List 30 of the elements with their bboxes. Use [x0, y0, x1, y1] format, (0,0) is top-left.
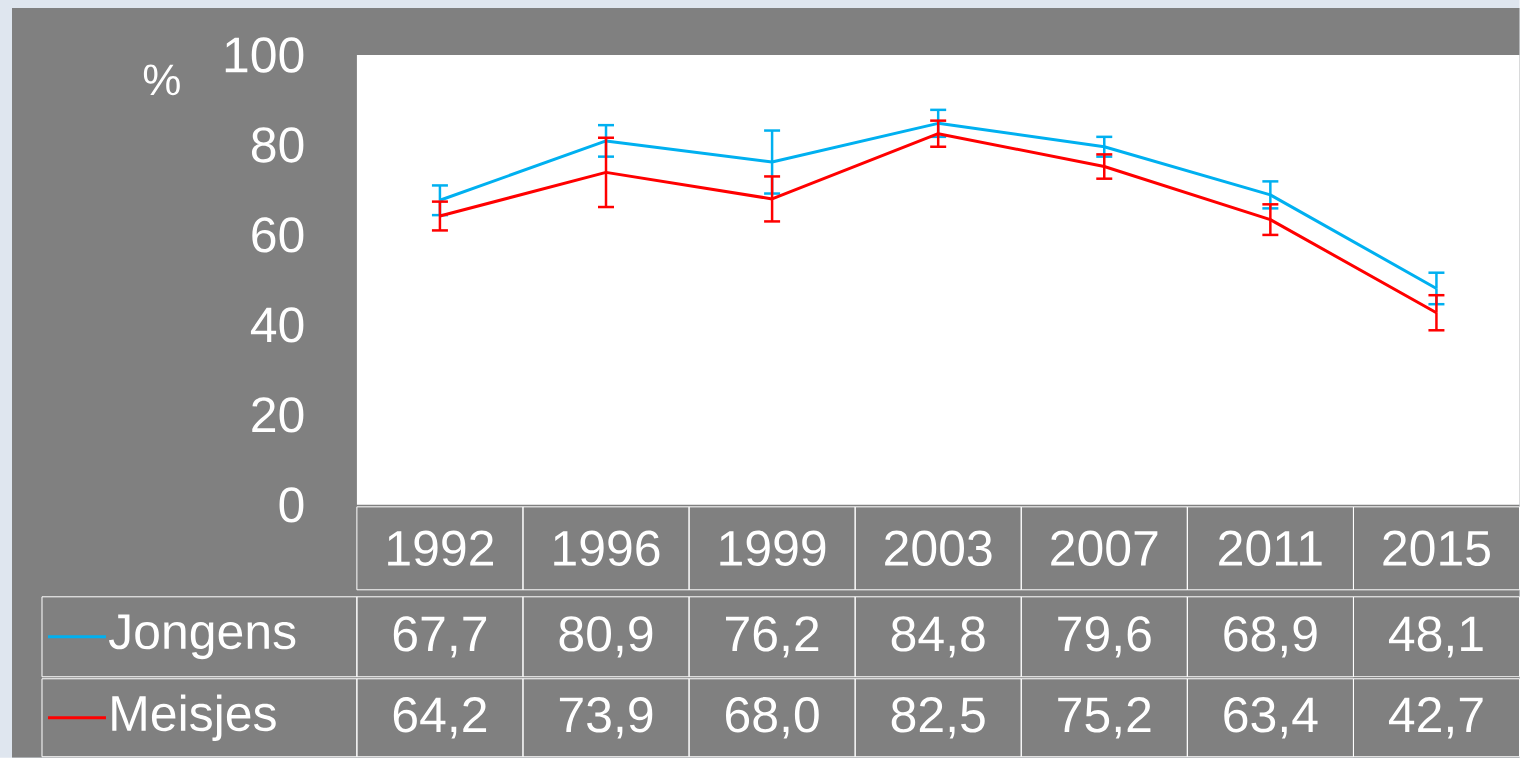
- data-label: 48,1: [1388, 616, 1483, 658]
- y-axis-title: %: [143, 64, 180, 96]
- y-tick-label: 20: [252, 397, 304, 433]
- x-tick-label: 1996: [554, 530, 660, 567]
- data-label: 73,9: [559, 697, 653, 739]
- x-tick-label: 1992: [388, 530, 493, 567]
- data-label: 79,6: [1058, 616, 1151, 658]
- y-tick-label: 100: [225, 37, 304, 73]
- x-tick-label: 1999: [720, 530, 826, 567]
- data-label: 42,7: [1388, 697, 1483, 739]
- legend-label: Meisjes: [112, 694, 276, 742]
- x-tick-label: 2003: [885, 530, 992, 567]
- legend-label: Jongens: [108, 614, 296, 660]
- x-tick-label: 2011: [1219, 530, 1322, 567]
- data-label: 67,7: [393, 616, 487, 658]
- y-tick-label: 60: [252, 217, 304, 253]
- data-label: 82,5: [891, 697, 985, 739]
- data-label: 63,4: [1224, 697, 1318, 739]
- data-label: 80,9: [559, 616, 653, 658]
- x-tick-label: 2015: [1383, 530, 1490, 567]
- data-label: 84,8: [891, 616, 985, 658]
- data-label: 75,2: [1058, 697, 1151, 739]
- y-tick-label: 80: [251, 127, 304, 163]
- y-tick-label: 0: [279, 487, 304, 523]
- data-label: 68,0: [726, 697, 819, 739]
- data-label: 64,2: [393, 697, 487, 739]
- y-tick-label: 40: [250, 307, 304, 343]
- data-label: 68,9: [1224, 616, 1317, 658]
- x-tick-label: 2007: [1051, 530, 1158, 567]
- data-label: 76,2: [726, 616, 819, 658]
